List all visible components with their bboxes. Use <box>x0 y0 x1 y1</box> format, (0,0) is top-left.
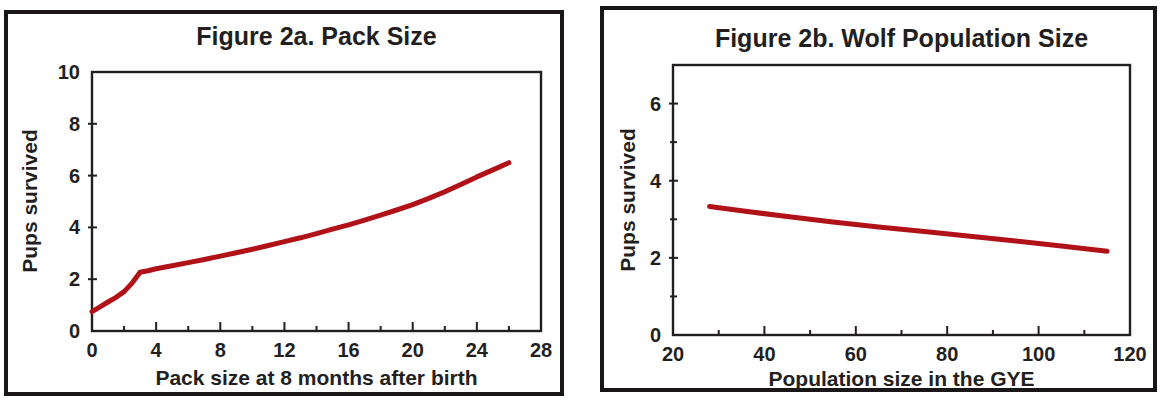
line-plot-2a: 04812162024280246810 <box>8 14 560 392</box>
x-tick-label: 100 <box>1022 343 1055 365</box>
x-tick-label: 4 <box>151 339 163 361</box>
x-tick-label: 28 <box>530 339 552 361</box>
y-tick-label: 0 <box>69 320 80 342</box>
y-tick-label: 4 <box>650 170 662 192</box>
x-tick-label: 8 <box>215 339 226 361</box>
figure-2-panels: Figure 2a. Pack Size Pups survived 04812… <box>0 0 1169 408</box>
plot-border <box>92 72 541 331</box>
y-tick-label: 6 <box>69 165 80 187</box>
figure-2b-panel: Figure 2b. Wolf Population Size Pups sur… <box>600 6 1157 392</box>
x-tick-label: 20 <box>402 339 424 361</box>
x-tick-label: 60 <box>845 343 867 365</box>
y-tick-label: 10 <box>58 61 80 83</box>
data-line <box>710 207 1108 252</box>
x-tick-label: 16 <box>337 339 359 361</box>
x-axis-label-2b: Population size in the GYE <box>673 367 1130 391</box>
data-line <box>92 163 509 312</box>
x-tick-label: 0 <box>86 339 97 361</box>
y-tick-label: 4 <box>69 216 81 238</box>
x-tick-label: 24 <box>466 339 489 361</box>
x-tick-label: 80 <box>936 343 958 365</box>
y-tick-label: 6 <box>650 93 661 115</box>
y-tick-label: 8 <box>69 113 80 135</box>
x-axis-label-2a: Pack size at 8 months after birth <box>92 366 541 390</box>
plot-border <box>673 65 1130 335</box>
y-tick-label: 2 <box>650 247 661 269</box>
x-tick-label: 40 <box>753 343 775 365</box>
y-tick-label: 0 <box>650 324 661 346</box>
y-tick-label: 2 <box>69 268 80 290</box>
figure-2a-panel: Figure 2a. Pack Size Pups survived 04812… <box>4 10 564 396</box>
x-tick-label: 120 <box>1113 343 1146 365</box>
x-tick-label: 20 <box>662 343 684 365</box>
x-tick-label: 12 <box>273 339 295 361</box>
line-plot-2b: 20 40 60 80 100 120 0 2 4 6 <box>604 10 1153 388</box>
